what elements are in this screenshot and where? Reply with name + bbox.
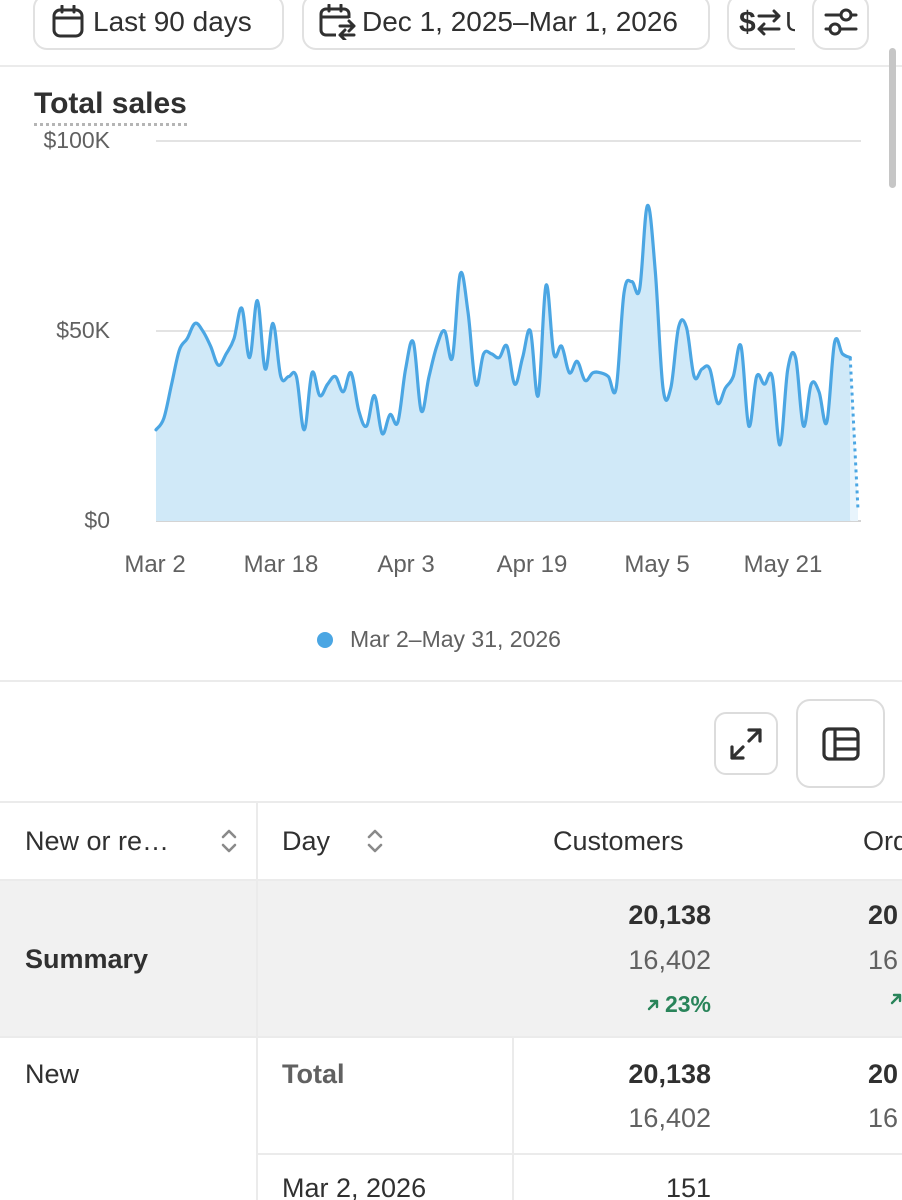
calendar-icon — [52, 5, 84, 38]
date-range-button[interactable]: Last 90 days — [33, 0, 284, 50]
column-header-orders[interactable]: Orders — [863, 825, 902, 856]
x-tick-label: Mar 2 — [124, 551, 186, 578]
currency-button[interactable]: $ U — [727, 0, 795, 50]
currency-convert-icon: $ — [739, 6, 781, 39]
sort-icon[interactable] — [366, 828, 384, 854]
series-area — [156, 205, 851, 521]
table-columns-icon — [821, 726, 860, 761]
filter-bar: Last 90 days Dec 1, 2025–Mar 1, 2026 $ U — [0, 0, 902, 67]
currency-label: U — [785, 6, 795, 38]
legend-label: Mar 2–May 31, 2026 — [350, 626, 561, 652]
y-tick-label: $0 — [84, 507, 110, 533]
x-tick-label: Apr 19 — [496, 551, 568, 578]
arrow-up-right-icon — [890, 993, 902, 1005]
sales-chart — [154, 140, 861, 522]
summary-orders-current: 20 — [868, 900, 899, 930]
summary-customers-previous: 16,402 — [628, 945, 711, 975]
summary-customers-current: 20,138 — [628, 900, 711, 930]
summary-row-background — [0, 880, 902, 1037]
row-divider — [0, 1036, 902, 1038]
header-divider — [0, 879, 902, 881]
x-tick-label: May 5 — [624, 551, 690, 578]
compare-range-label: Dec 1, 2025–Mar 1, 2026 — [362, 6, 678, 37]
chart-legend[interactable]: Mar 2–May 31, 2026 — [317, 626, 561, 653]
x-tick-label: May 21 — [743, 551, 823, 578]
filter-sliders-icon — [824, 8, 857, 36]
column-header-day-label: Day — [282, 825, 331, 856]
expand-button[interactable] — [714, 712, 778, 775]
arrow-up-right-icon — [647, 999, 659, 1010]
sort-icon[interactable] — [220, 828, 238, 854]
summary-label: Summary — [25, 944, 149, 974]
chart-title[interactable]: Total sales — [34, 86, 187, 126]
date-range-label: Last 90 days — [93, 6, 252, 37]
summary-orders-previous: 16 — [868, 945, 899, 975]
report-table: New or re… Day Customers Orders Summary … — [0, 801, 902, 1200]
group-day-total-label: Total — [282, 1059, 345, 1089]
series-line-partial — [848, 357, 860, 510]
calendar-compare-icon — [319, 4, 356, 40]
column-divider — [512, 1037, 514, 1200]
table-row-day: Mar 2, 2026 — [282, 1173, 427, 1200]
group-orders-current: 20 — [868, 1059, 899, 1089]
x-tick-label: Mar 18 — [243, 551, 319, 578]
expand-icon — [730, 727, 762, 760]
partial-period-area — [850, 357, 858, 521]
y-tick-label: $100K — [43, 127, 110, 153]
summary-customers-change: 23% — [645, 991, 711, 1018]
columns-button[interactable] — [796, 699, 885, 788]
summary-orders-change — [888, 991, 902, 1007]
legend-dot — [317, 631, 333, 648]
group-orders-previous: 16 — [868, 1103, 899, 1133]
group-label: New — [25, 1059, 80, 1089]
summary-change-value: 23% — [664, 991, 711, 1017]
compare-range-button[interactable]: Dec 1, 2025–Mar 1, 2026 — [302, 0, 710, 50]
page-scrollbar[interactable] — [889, 48, 896, 188]
column-header-day[interactable]: Day — [282, 803, 402, 879]
x-tick-label: Apr 3 — [377, 551, 435, 578]
row-divider — [256, 1153, 902, 1155]
svg-text:$: $ — [739, 6, 756, 39]
section-divider — [0, 680, 902, 682]
column-header-type-label: New or re… — [25, 825, 170, 856]
column-header-type[interactable]: New or re… — [25, 803, 237, 879]
y-tick-label: $50K — [56, 317, 110, 343]
filter-button[interactable] — [812, 0, 869, 50]
group-customers-previous: 16,402 — [628, 1103, 711, 1133]
table-row-customers: 151 — [665, 1173, 711, 1200]
series-line — [154, 203, 852, 447]
group-customers-current: 20,138 — [628, 1059, 711, 1089]
column-header-customers[interactable]: Customers — [553, 825, 684, 856]
column-divider — [256, 803, 258, 1200]
